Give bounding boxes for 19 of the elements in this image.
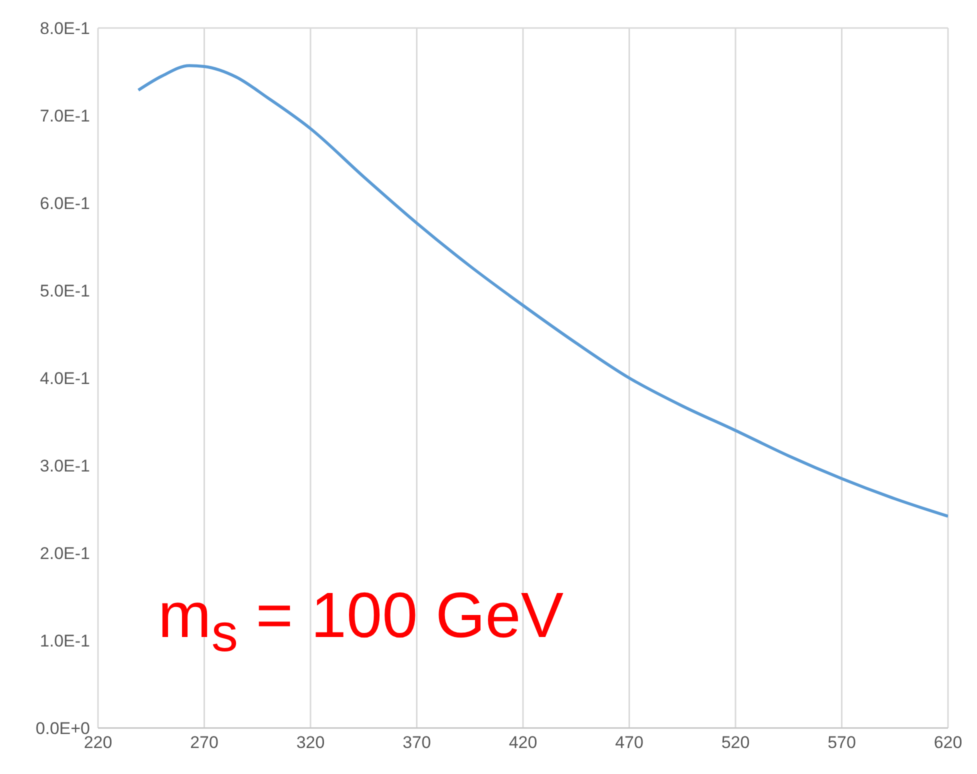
x-tick-label: 470 — [615, 733, 644, 752]
x-tick-label: 420 — [508, 733, 538, 752]
x-tick-label: 220 — [84, 733, 112, 752]
x-tick-label: 570 — [828, 733, 856, 752]
x-tick-label: 620 — [934, 733, 962, 752]
x-tick-label: 270 — [190, 733, 218, 752]
y-tick-label: 8.0E-1 — [40, 19, 90, 38]
y-tick-label: 5.0E-1 — [40, 282, 90, 301]
y-tick-label: 2.0E-1 — [40, 544, 90, 564]
x-tick-label: 520 — [721, 733, 750, 752]
y-tick-label: 3.0E-1 — [40, 456, 90, 476]
x-tick-label: 320 — [296, 733, 325, 752]
line-series — [136, 64, 948, 518]
annotation: m$_{s}$ = 100 GeV — [158, 578, 564, 664]
y-tick-label: 4.0E-1 — [40, 369, 90, 388]
y-tick-label: 1.0E-1 — [40, 632, 90, 651]
y-tick-label: 6.0E-1 — [40, 194, 90, 214]
y-tick-label: 7.0E-1 — [40, 106, 90, 126]
x-tick-label: 370 — [402, 733, 431, 752]
